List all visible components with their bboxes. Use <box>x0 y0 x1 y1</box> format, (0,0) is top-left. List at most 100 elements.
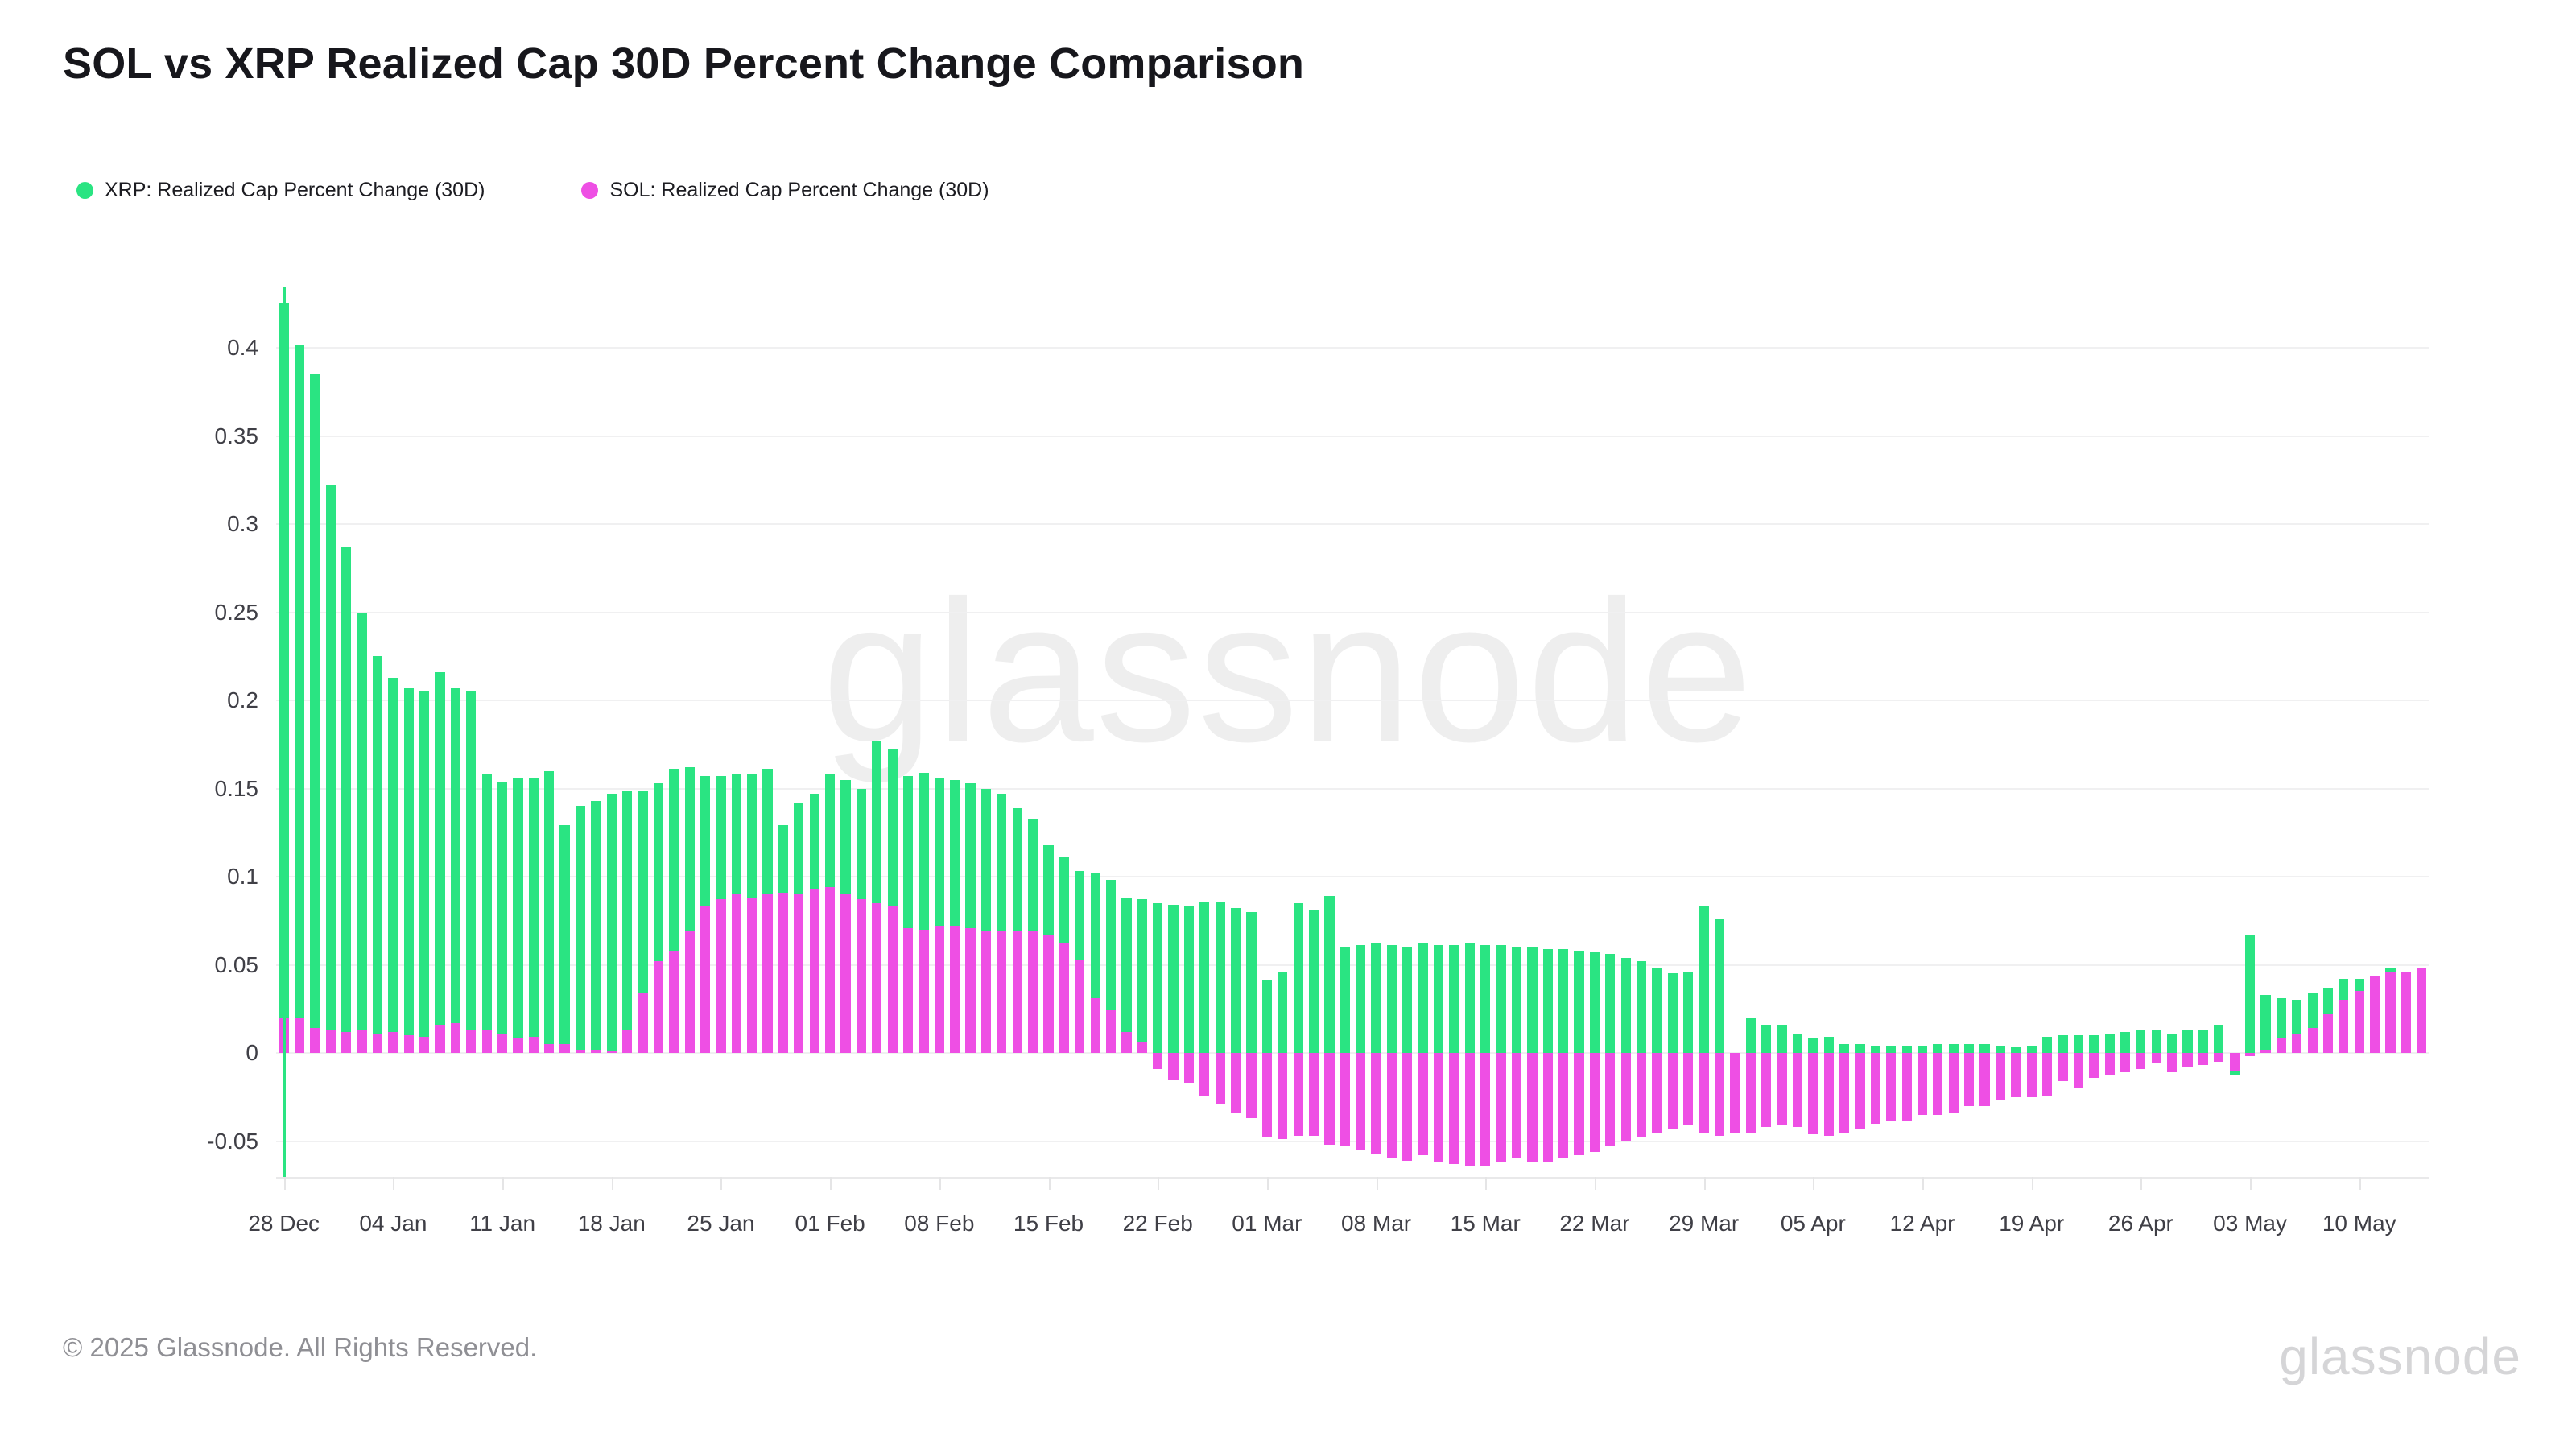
sol-bar[interactable] <box>1137 1042 1147 1053</box>
xrp-bar[interactable] <box>1261 980 1272 1053</box>
sol-bar[interactable] <box>1168 1053 1179 1080</box>
sol-bar[interactable] <box>2073 1053 2083 1088</box>
xrp-bar[interactable] <box>1542 948 1553 1053</box>
sol-bar[interactable] <box>1699 1053 1709 1133</box>
xrp-bar[interactable] <box>1418 943 1428 1053</box>
sol-bar[interactable] <box>1402 1053 1413 1161</box>
sol-bar[interactable] <box>2260 1049 2271 1053</box>
xrp-bar[interactable] <box>325 485 336 1053</box>
xrp-bar[interactable] <box>1917 1046 1928 1053</box>
sol-bar[interactable] <box>1777 1053 1787 1125</box>
xrp-bar[interactable] <box>1714 919 1725 1053</box>
xrp-bar[interactable] <box>1589 952 1600 1053</box>
sol-bar[interactable] <box>1589 1053 1600 1152</box>
sol-bar[interactable] <box>1792 1053 1803 1127</box>
sol-bar[interactable] <box>575 1049 586 1053</box>
sol-bar[interactable] <box>1948 1053 1959 1113</box>
sol-bar[interactable] <box>2198 1053 2209 1066</box>
sol-bar[interactable] <box>466 1030 477 1053</box>
sol-bar[interactable] <box>856 899 866 1053</box>
xrp-bar[interactable] <box>1699 906 1709 1053</box>
sol-bar[interactable] <box>1028 931 1038 1053</box>
sol-bar[interactable] <box>1839 1053 1850 1133</box>
xrp-bar[interactable] <box>1636 961 1647 1053</box>
xrp-bar[interactable] <box>1901 1046 1912 1053</box>
sol-bar[interactable] <box>2339 1000 2349 1053</box>
xrp-bar[interactable] <box>1231 908 1241 1053</box>
xrp-bar[interactable] <box>1777 1024 1787 1053</box>
sol-bar[interactable] <box>2401 972 2412 1053</box>
sol-bar[interactable] <box>1121 1031 1132 1053</box>
sol-bar[interactable] <box>1511 1053 1522 1159</box>
sol-bar[interactable] <box>559 1044 570 1053</box>
sol-bar[interactable] <box>1246 1053 1257 1119</box>
sol-bar[interactable] <box>372 1033 383 1053</box>
sol-bar[interactable] <box>1574 1053 1584 1156</box>
xrp-bar[interactable] <box>1449 945 1459 1053</box>
sol-bar[interactable] <box>2354 991 2364 1053</box>
xrp-bar[interactable] <box>1792 1033 1803 1053</box>
sol-bar[interactable] <box>1183 1053 1195 1084</box>
sol-bar[interactable] <box>1090 998 1100 1053</box>
xrp-bar[interactable] <box>2198 1030 2209 1053</box>
xrp-bar[interactable] <box>2167 1033 2178 1053</box>
xrp-bar[interactable] <box>2041 1037 2053 1053</box>
sol-bar[interactable] <box>1324 1053 1335 1145</box>
sol-bar[interactable] <box>2026 1053 2037 1097</box>
sol-bar[interactable] <box>1683 1053 1694 1125</box>
sol-bar[interactable] <box>2322 1013 2334 1053</box>
xrp-bar[interactable] <box>1948 1044 1959 1053</box>
xrp-bar[interactable] <box>1434 945 1444 1053</box>
xrp-bar[interactable] <box>1308 910 1319 1053</box>
xrp-bar[interactable] <box>1870 1046 1880 1053</box>
sol-bar[interactable] <box>419 1037 430 1053</box>
sol-bar[interactable] <box>840 894 851 1053</box>
xrp-bar[interactable] <box>1168 905 1179 1053</box>
xrp-bar[interactable] <box>1761 1024 1772 1053</box>
sol-bar[interactable] <box>809 889 819 1053</box>
sol-bar[interactable] <box>1231 1053 1241 1113</box>
sol-bar[interactable] <box>1901 1053 1912 1122</box>
xrp-bar[interactable] <box>1153 902 1163 1053</box>
xrp-bar[interactable] <box>2011 1047 2021 1053</box>
sol-bar[interactable] <box>497 1033 508 1053</box>
xrp-bar[interactable] <box>1558 948 1569 1053</box>
xrp-bar[interactable] <box>638 790 648 1053</box>
sol-bar[interactable] <box>1043 935 1054 1053</box>
sol-bar[interactable] <box>1636 1053 1647 1138</box>
xrp-bar[interactable] <box>403 687 414 1053</box>
xrp-bar[interactable] <box>1683 972 1694 1053</box>
sol-bar[interactable] <box>1418 1053 1428 1156</box>
xrp-bar[interactable] <box>435 671 445 1053</box>
sol-bar[interactable] <box>1261 1053 1272 1138</box>
xrp-bar[interactable] <box>622 790 633 1053</box>
sol-bar[interactable] <box>2089 1053 2099 1078</box>
sol-bar[interactable] <box>2120 1053 2131 1073</box>
xrp-bar[interactable] <box>1855 1044 1865 1053</box>
sol-bar[interactable] <box>1979 1053 1990 1106</box>
sol-bar[interactable] <box>403 1035 414 1053</box>
sol-bar[interactable] <box>1542 1053 1553 1162</box>
sol-bar[interactable] <box>1449 1053 1459 1164</box>
sol-bar[interactable] <box>1652 1053 1662 1133</box>
xrp-bar[interactable] <box>1371 943 1381 1053</box>
sol-bar[interactable] <box>1730 1053 1740 1133</box>
xrp-bar[interactable] <box>497 781 508 1053</box>
xrp-bar[interactable] <box>1199 901 1210 1053</box>
xrp-bar[interactable] <box>1293 902 1303 1053</box>
sol-bar[interactable] <box>1278 1053 1288 1140</box>
xrp-bar[interactable] <box>2214 1024 2224 1053</box>
xrp-bar[interactable] <box>1886 1046 1897 1053</box>
sol-bar[interactable] <box>684 931 695 1053</box>
sol-bar[interactable] <box>1308 1053 1319 1136</box>
xrp-bar[interactable] <box>513 778 523 1053</box>
sol-bar[interactable] <box>950 926 960 1053</box>
xrp-bar[interactable] <box>1527 947 1538 1053</box>
sol-bar[interactable] <box>357 1030 367 1053</box>
xrp-bar[interactable] <box>1183 906 1195 1053</box>
sol-bar[interactable] <box>1745 1053 1756 1133</box>
xrp-bar[interactable] <box>481 774 492 1053</box>
xrp-bar[interactable] <box>1386 945 1397 1053</box>
sol-bar[interactable] <box>887 906 898 1053</box>
xrp-bar[interactable] <box>1324 896 1335 1053</box>
